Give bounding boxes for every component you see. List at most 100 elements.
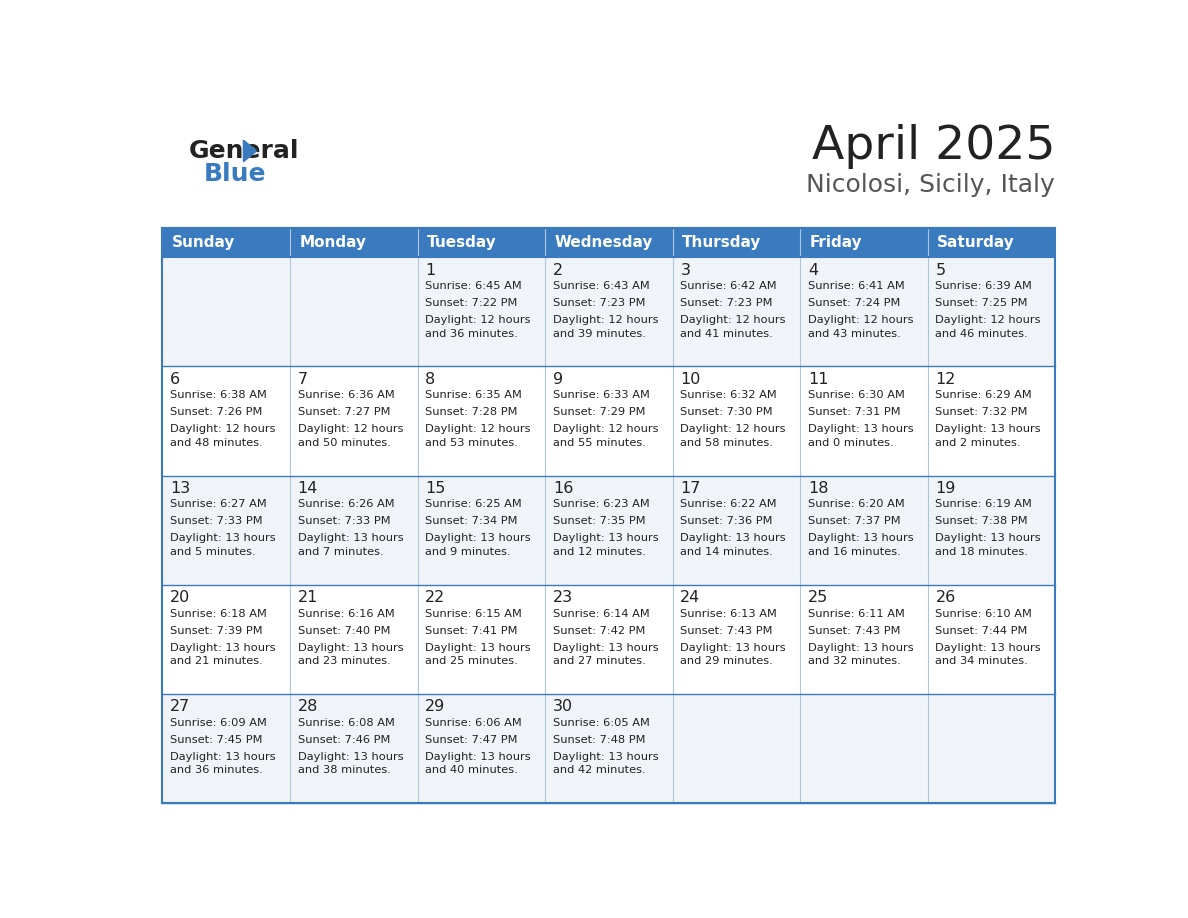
Text: Sunrise: 6:16 AM: Sunrise: 6:16 AM [298, 609, 394, 619]
Text: Sunset: 7:22 PM: Sunset: 7:22 PM [425, 298, 518, 308]
Text: Sunset: 7:44 PM: Sunset: 7:44 PM [935, 625, 1028, 635]
Text: 6: 6 [170, 372, 181, 386]
Text: Daylight: 13 hours
and 40 minutes.: Daylight: 13 hours and 40 minutes. [425, 752, 531, 776]
Bar [163, 228, 1055, 257]
Text: Sunrise: 6:14 AM: Sunrise: 6:14 AM [552, 609, 650, 619]
Text: Daylight: 13 hours
and 7 minutes.: Daylight: 13 hours and 7 minutes. [298, 533, 404, 557]
Text: Daylight: 12 hours
and 50 minutes.: Daylight: 12 hours and 50 minutes. [298, 424, 403, 448]
Text: Daylight: 13 hours
and 18 minutes.: Daylight: 13 hours and 18 minutes. [935, 533, 1041, 557]
Text: Sunrise: 6:42 AM: Sunrise: 6:42 AM [681, 281, 777, 291]
Text: Sunrise: 6:13 AM: Sunrise: 6:13 AM [681, 609, 777, 619]
Text: Sunset: 7:26 PM: Sunset: 7:26 PM [170, 408, 263, 417]
Text: Daylight: 13 hours
and 12 minutes.: Daylight: 13 hours and 12 minutes. [552, 533, 658, 557]
Text: Daylight: 13 hours
and 38 minutes.: Daylight: 13 hours and 38 minutes. [298, 752, 404, 776]
Text: Sunrise: 6:43 AM: Sunrise: 6:43 AM [552, 281, 650, 291]
Text: 3: 3 [681, 263, 690, 277]
Text: General: General [189, 140, 299, 163]
Text: Sunset: 7:47 PM: Sunset: 7:47 PM [425, 734, 518, 744]
Text: Sunset: 7:23 PM: Sunset: 7:23 PM [681, 298, 773, 308]
Text: Saturday: Saturday [937, 235, 1015, 250]
Text: 22: 22 [425, 590, 446, 605]
Text: Daylight: 13 hours
and 36 minutes.: Daylight: 13 hours and 36 minutes. [170, 752, 276, 776]
Text: 4: 4 [808, 263, 819, 277]
Text: Daylight: 12 hours
and 53 minutes.: Daylight: 12 hours and 53 minutes. [425, 424, 531, 448]
Text: Wednesday: Wednesday [555, 235, 652, 250]
Text: Sunrise: 6:33 AM: Sunrise: 6:33 AM [552, 390, 650, 400]
Text: Sunset: 7:36 PM: Sunset: 7:36 PM [681, 517, 773, 526]
Text: Sunset: 7:41 PM: Sunset: 7:41 PM [425, 625, 518, 635]
Text: Daylight: 12 hours
and 46 minutes.: Daylight: 12 hours and 46 minutes. [935, 315, 1041, 339]
Text: 15: 15 [425, 481, 446, 496]
Text: Sunset: 7:33 PM: Sunset: 7:33 PM [298, 517, 391, 526]
Text: 1: 1 [425, 263, 436, 277]
Text: Daylight: 13 hours
and 14 minutes.: Daylight: 13 hours and 14 minutes. [681, 533, 786, 557]
Bar [163, 228, 1055, 803]
Text: 20: 20 [170, 590, 190, 605]
Text: Daylight: 13 hours
and 21 minutes.: Daylight: 13 hours and 21 minutes. [170, 643, 276, 666]
Text: 8: 8 [425, 372, 436, 386]
Text: Sunrise: 6:45 AM: Sunrise: 6:45 AM [425, 281, 522, 291]
Text: 28: 28 [298, 700, 318, 714]
Text: Sunset: 7:23 PM: Sunset: 7:23 PM [552, 298, 645, 308]
Text: Sunset: 7:28 PM: Sunset: 7:28 PM [425, 408, 518, 417]
Text: 29: 29 [425, 700, 446, 714]
Text: Blue: Blue [203, 162, 266, 186]
Bar [163, 694, 1055, 803]
Text: Sunrise: 6:05 AM: Sunrise: 6:05 AM [552, 718, 650, 728]
Text: Sunrise: 6:19 AM: Sunrise: 6:19 AM [935, 499, 1032, 509]
Text: Sunrise: 6:15 AM: Sunrise: 6:15 AM [425, 609, 523, 619]
Text: Sunset: 7:38 PM: Sunset: 7:38 PM [935, 517, 1028, 526]
Text: Sunset: 7:40 PM: Sunset: 7:40 PM [298, 625, 390, 635]
Text: Sunday: Sunday [172, 235, 235, 250]
Text: 27: 27 [170, 700, 190, 714]
Text: Sunrise: 6:32 AM: Sunrise: 6:32 AM [681, 390, 777, 400]
Text: Monday: Monday [299, 235, 366, 250]
Text: Daylight: 13 hours
and 32 minutes.: Daylight: 13 hours and 32 minutes. [808, 643, 914, 666]
Text: Sunset: 7:45 PM: Sunset: 7:45 PM [170, 734, 263, 744]
Text: Friday: Friday [809, 235, 862, 250]
Text: Daylight: 12 hours
and 39 minutes.: Daylight: 12 hours and 39 minutes. [552, 315, 658, 339]
Bar [163, 366, 1055, 476]
Text: Sunrise: 6:29 AM: Sunrise: 6:29 AM [935, 390, 1032, 400]
Text: Sunset: 7:37 PM: Sunset: 7:37 PM [808, 517, 901, 526]
Text: Sunset: 7:24 PM: Sunset: 7:24 PM [808, 298, 901, 308]
Text: Sunrise: 6:39 AM: Sunrise: 6:39 AM [935, 281, 1032, 291]
Bar [163, 476, 1055, 585]
Text: Daylight: 13 hours
and 42 minutes.: Daylight: 13 hours and 42 minutes. [552, 752, 658, 776]
Text: 5: 5 [935, 263, 946, 277]
Text: Daylight: 12 hours
and 55 minutes.: Daylight: 12 hours and 55 minutes. [552, 424, 658, 448]
Text: April 2025: April 2025 [811, 124, 1055, 169]
Text: Daylight: 13 hours
and 23 minutes.: Daylight: 13 hours and 23 minutes. [298, 643, 404, 666]
Text: Sunset: 7:48 PM: Sunset: 7:48 PM [552, 734, 645, 744]
Text: 16: 16 [552, 481, 573, 496]
Polygon shape [244, 140, 257, 162]
Text: Sunrise: 6:22 AM: Sunrise: 6:22 AM [681, 499, 777, 509]
Text: Daylight: 13 hours
and 9 minutes.: Daylight: 13 hours and 9 minutes. [425, 533, 531, 557]
Text: Sunrise: 6:36 AM: Sunrise: 6:36 AM [298, 390, 394, 400]
Text: 12: 12 [935, 372, 956, 386]
Text: Sunset: 7:39 PM: Sunset: 7:39 PM [170, 625, 263, 635]
Text: 11: 11 [808, 372, 828, 386]
Text: 21: 21 [298, 590, 318, 605]
Text: Daylight: 12 hours
and 48 minutes.: Daylight: 12 hours and 48 minutes. [170, 424, 276, 448]
Text: 14: 14 [298, 481, 318, 496]
Text: Daylight: 12 hours
and 43 minutes.: Daylight: 12 hours and 43 minutes. [808, 315, 914, 339]
Bar [163, 257, 1055, 366]
Text: Sunrise: 6:06 AM: Sunrise: 6:06 AM [425, 718, 522, 728]
Text: Nicolosi, Sicily, Italy: Nicolosi, Sicily, Italy [807, 174, 1055, 197]
Text: Sunrise: 6:20 AM: Sunrise: 6:20 AM [808, 499, 905, 509]
Text: Daylight: 13 hours
and 34 minutes.: Daylight: 13 hours and 34 minutes. [935, 643, 1041, 666]
Text: Sunset: 7:42 PM: Sunset: 7:42 PM [552, 625, 645, 635]
Text: Sunrise: 6:23 AM: Sunrise: 6:23 AM [552, 499, 650, 509]
Text: 30: 30 [552, 700, 573, 714]
Text: Sunrise: 6:30 AM: Sunrise: 6:30 AM [808, 390, 905, 400]
Text: Sunset: 7:43 PM: Sunset: 7:43 PM [808, 625, 901, 635]
Text: Daylight: 13 hours
and 25 minutes.: Daylight: 13 hours and 25 minutes. [425, 643, 531, 666]
Text: Sunset: 7:32 PM: Sunset: 7:32 PM [935, 408, 1028, 417]
Text: Daylight: 13 hours
and 29 minutes.: Daylight: 13 hours and 29 minutes. [681, 643, 786, 666]
Text: Sunset: 7:33 PM: Sunset: 7:33 PM [170, 517, 263, 526]
Text: Daylight: 12 hours
and 58 minutes.: Daylight: 12 hours and 58 minutes. [681, 424, 786, 448]
Text: Sunrise: 6:27 AM: Sunrise: 6:27 AM [170, 499, 267, 509]
Text: Sunset: 7:43 PM: Sunset: 7:43 PM [681, 625, 773, 635]
Text: 13: 13 [170, 481, 190, 496]
